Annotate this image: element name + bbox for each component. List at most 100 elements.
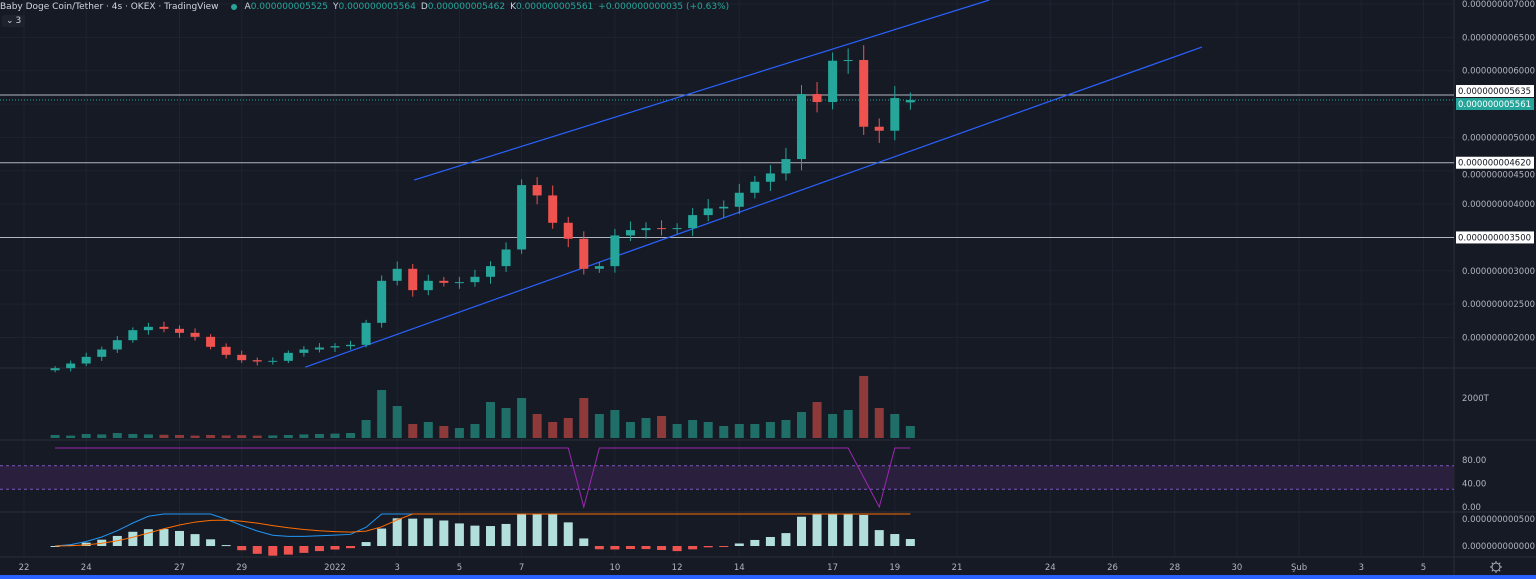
volume-bar [50,435,60,438]
macd-histogram-bar [252,546,262,554]
macd-histogram-bar [890,534,900,546]
volume-bar [781,420,791,438]
time-tick-label: 2022 [324,563,346,573]
volume-bar [252,435,262,438]
macd-histogram-bar [905,539,915,546]
time-axis[interactable]: 22 24 27 29 2022 3 5 7 10 12 14 17 19 21 24 26 28 30 Şub 3 5 [19,561,1502,573]
indicator-count: 3 [15,16,22,26]
volume-bar [703,422,713,438]
candle-body [486,266,495,277]
candle-body [905,99,915,103]
trend-channel[interactable] [304,0,1203,368]
macd-histogram-bar [159,529,169,546]
volume-bar [688,420,698,438]
volume-bar [797,412,806,438]
rsi-band-fill [0,465,1454,490]
volume-bar [812,402,822,438]
macd-histogram-bar [423,518,433,546]
indicators-toggle-button[interactable]: ⌄ 3 [2,15,26,27]
trend-line[interactable] [304,46,1203,368]
macd-histogram-bar [221,545,231,547]
candle-body [392,268,402,281]
volume-bar [610,410,620,438]
high-value: 0.000000005564 [338,2,416,12]
macd-histogram-bar [486,526,495,546]
volume-bar [874,408,884,438]
volume-bar [859,376,869,438]
time-tick-label: Şub [1291,563,1307,573]
macd-histogram-bar [625,546,635,550]
price-tick-label: 0.000000004000 [1462,200,1535,210]
candle-body [470,276,480,283]
market-status-icon [230,4,237,10]
candle-body [517,185,527,250]
macd-tick-label: 0.000000000500 [1462,515,1535,525]
candle-body [750,181,760,193]
price-tick-label: 0.000000003000 [1462,267,1535,277]
time-tick-label: 5 [1421,563,1426,573]
candle-body [765,173,775,182]
volume-bar [828,414,838,438]
trend-line[interactable] [413,0,990,181]
chevron-down-icon: ⌄ [6,16,14,26]
volume-bar [625,422,635,438]
macd-histogram-bar [143,529,153,546]
signal-line [55,513,911,547]
macd-histogram-bar [439,520,449,546]
volume-bar [377,390,387,438]
hline-price-label: 0.000000004620 [1458,159,1531,169]
macd-histogram-bar [454,523,464,546]
candle-body [81,356,91,364]
macd-histogram-bar [719,546,729,547]
rsi-line [55,447,911,509]
volume-bar [719,426,729,438]
volume-bar [361,420,371,438]
change-value: +0.000000000035 (+0.63%) [598,2,730,12]
candle-body [843,60,853,62]
candle-body [563,222,573,239]
macd-histogram-bar [81,542,91,546]
volume-tick-label: 2000T [1462,394,1490,404]
time-tick-label: 7 [519,563,524,573]
macd-histogram-bar [392,518,402,546]
candle-body [423,280,433,291]
volume-bar [159,434,169,438]
volume-bar [594,414,604,438]
gear-icon[interactable] [1490,561,1502,573]
price-tick-label: 0.000000005000 [1462,133,1535,143]
macd-histogram-bar [206,539,216,546]
macd-histogram-bar [314,546,324,552]
candle-body [610,235,620,267]
time-tick-label: 17 [827,563,838,573]
candle-body [594,266,604,269]
price-tick-label: 0.000000002000 [1462,334,1535,344]
volume-bar [314,434,324,438]
volume-bar [548,422,558,438]
time-tick-label: 10 [609,563,620,573]
time-tick-label: 14 [734,563,745,573]
candle-body [548,195,558,223]
time-tick-label: 22 [19,563,30,573]
symbol-title[interactable]: Baby Doge Coin/Tether · 4s · OKEX · Trad… [0,2,219,12]
rsi-band [0,465,1454,490]
volume-bar [330,433,340,438]
time-tick-label: 19 [889,563,900,573]
hline-price-label: 0.000000005635 [1458,87,1531,97]
last-price-label-bg [1456,98,1534,111]
candle-body [237,354,247,361]
horizontal-lines[interactable] [0,94,1454,238]
candle-body [672,228,682,230]
candle-body [641,228,651,231]
candle-body [66,363,76,369]
macd-histogram-bar [268,546,278,556]
volume-bar [221,435,231,438]
high-key: Y [333,2,339,12]
volume-bar [890,414,900,438]
volume-bar [128,434,138,438]
macd-histogram-bar [594,546,604,550]
price-axis[interactable]: 0.000000007000 0.000000006500 0.0000000060… [1456,0,1535,552]
rsi-tick-label: 80.00 [1462,456,1486,466]
volume-bar [470,424,480,438]
volume-bar [765,422,775,438]
